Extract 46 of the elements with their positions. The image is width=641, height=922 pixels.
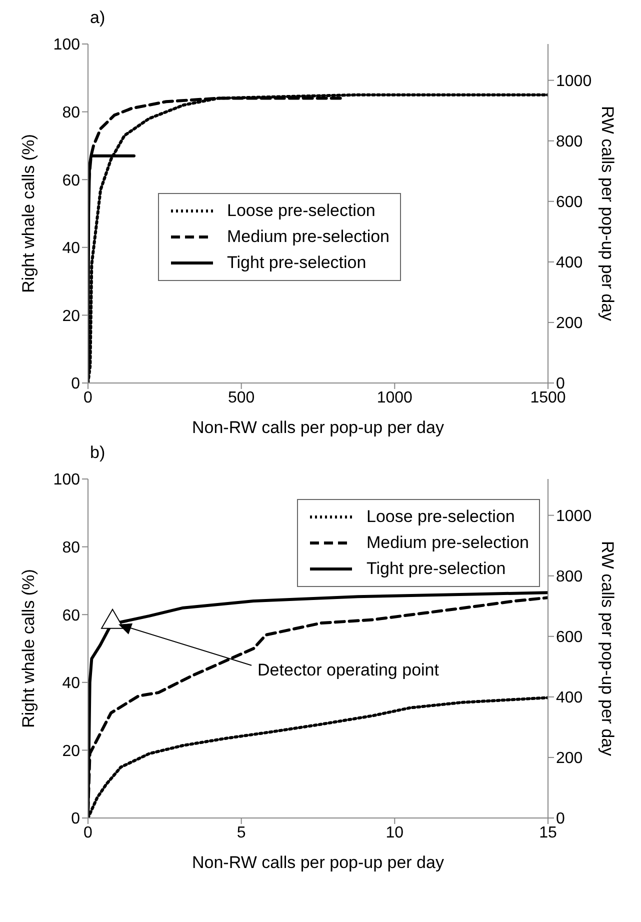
y2-tick-label: 800: [556, 568, 583, 586]
x-tick-label: 15: [539, 824, 557, 842]
chart-title: b): [90, 443, 106, 463]
y2-tick-label: 1000: [556, 73, 592, 90]
x-axis-title: Non-RW calls per pop-up per day: [192, 418, 444, 437]
legend-label: Tight pre-selection: [227, 253, 366, 273]
y2-tick-label: 400: [556, 690, 583, 707]
legend-label: Loose pre-selection: [366, 507, 515, 527]
y-tick-label: 80: [62, 539, 80, 556]
y2-axis-title: RW calls per pop-up per day: [598, 540, 617, 757]
y-tick-label: 0: [71, 376, 80, 393]
x-tick-label: 0: [84, 389, 93, 406]
y2-tick-label: 200: [556, 750, 583, 768]
x-tick-label: 0: [84, 824, 93, 842]
x-axis-title: Non-RW calls per pop-up per day: [192, 853, 444, 872]
y2-tick-label: 400: [556, 254, 583, 272]
x-tick-label: 10: [386, 824, 404, 842]
y-tick-label: 40: [62, 675, 80, 692]
y-axis-title: Right whale calls (%): [19, 569, 38, 728]
y2-tick-label: 0: [556, 810, 565, 828]
legend-label: Medium pre-selection: [227, 227, 390, 247]
y2-tick-label: 600: [556, 629, 583, 646]
y-tick-label: 0: [71, 810, 80, 828]
x-tick-label: 1000: [376, 389, 413, 406]
y2-tick-label: 200: [556, 315, 583, 332]
chart-title: a): [90, 8, 106, 28]
y2-tick-label: 1000: [556, 508, 592, 525]
y-tick-label: 80: [62, 104, 80, 122]
y-tick-label: 100: [53, 472, 80, 489]
y-tick-label: 40: [62, 240, 80, 258]
y2-tick-label: 600: [556, 194, 583, 212]
y-tick-label: 60: [62, 172, 80, 190]
annotation: Detector operating point: [258, 660, 440, 680]
x-tick-label: 1500: [530, 389, 566, 406]
legend-label: Medium pre-selection: [366, 533, 529, 553]
x-tick-label: 5: [236, 824, 246, 842]
y-tick-label: 20: [62, 742, 80, 760]
y-tick-label: 20: [62, 308, 80, 325]
y-axis-title: Right whale calls (%): [19, 134, 38, 293]
y-tick-label: 60: [62, 607, 80, 624]
x-tick-label: 500: [228, 389, 255, 406]
y2-axis-title: RW calls per pop-up per day: [598, 106, 617, 322]
legend-label: Loose pre-selection: [227, 201, 376, 221]
y-tick-label: 100: [53, 36, 80, 54]
legend-label: Tight pre-selection: [366, 559, 506, 579]
y2-tick-label: 800: [556, 134, 583, 151]
